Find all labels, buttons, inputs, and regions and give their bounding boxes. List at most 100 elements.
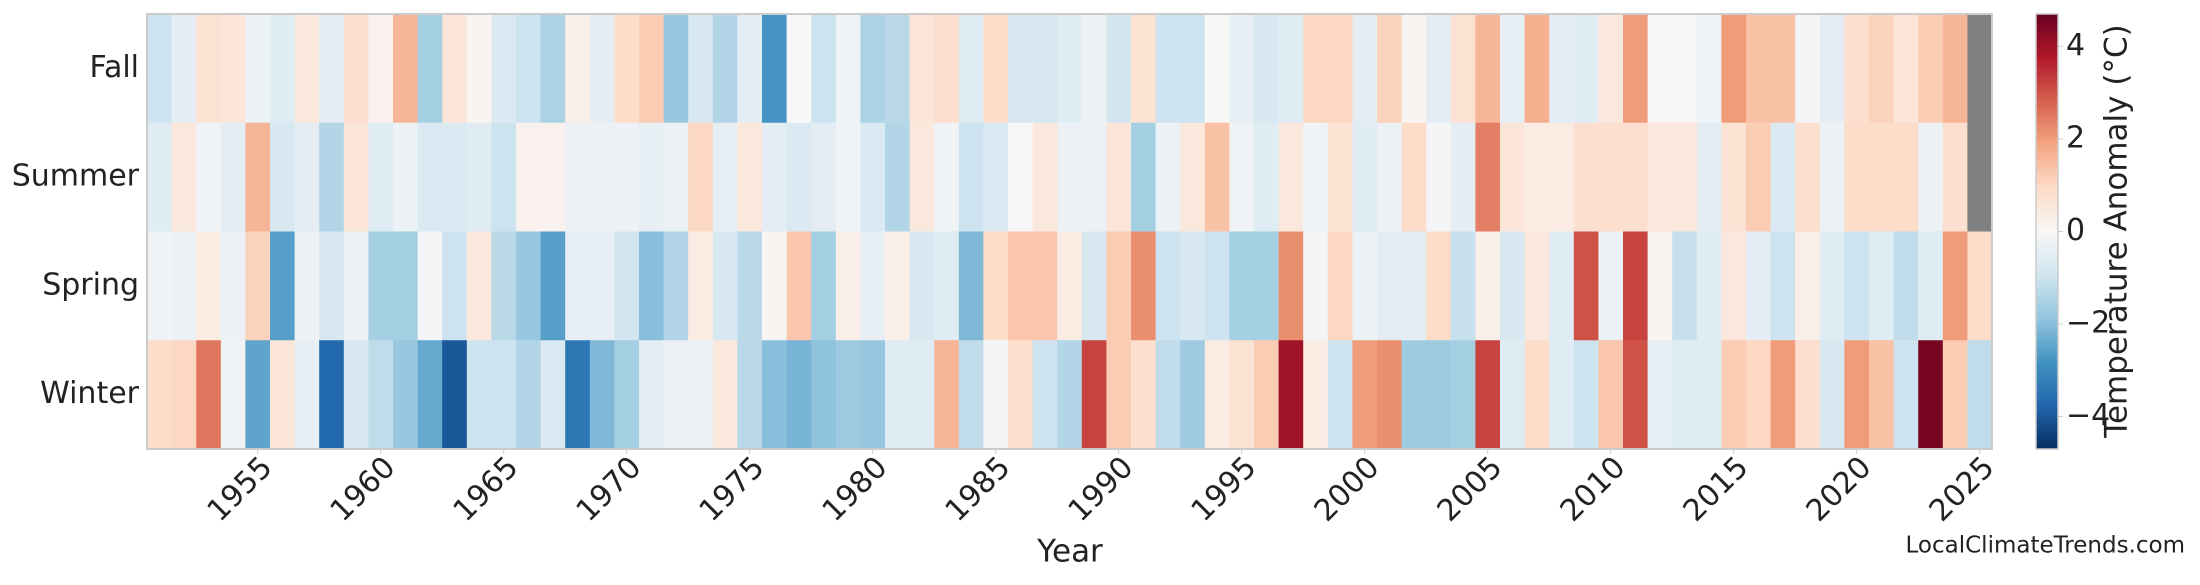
heatmap-cell xyxy=(1352,340,1378,450)
heatmap-cell xyxy=(1254,340,1280,450)
heatmap-cell xyxy=(442,340,468,450)
heatmap-cell xyxy=(1155,14,1181,124)
heatmap-cell xyxy=(1524,340,1550,450)
heatmap-cell xyxy=(1598,14,1624,124)
heatmap-cell xyxy=(762,122,788,233)
plot-frame xyxy=(146,13,1993,450)
heatmap-cell xyxy=(811,122,837,233)
heatmap-cell xyxy=(639,231,665,341)
heatmap-cell xyxy=(319,231,345,341)
heatmap-cell xyxy=(466,122,492,233)
x-tick-label: 2015 xyxy=(1677,450,1756,529)
heatmap-cell xyxy=(1795,122,1821,233)
heatmap-cell xyxy=(516,122,542,233)
heatmap-cell xyxy=(860,231,886,341)
heatmap-cell xyxy=(909,340,935,450)
x-tick-label: 2010 xyxy=(1554,450,1633,529)
heatmap-cell xyxy=(1327,14,1353,124)
heatmap-cell xyxy=(1204,231,1230,341)
heatmap-cell xyxy=(1081,14,1107,124)
heatmap-cell xyxy=(368,122,394,233)
heatmap-cell xyxy=(1426,122,1452,233)
heatmap-cell xyxy=(737,122,763,233)
heatmap-cell xyxy=(294,122,320,233)
heatmap-cell xyxy=(1081,122,1107,233)
heatmap-cell xyxy=(1721,14,1747,124)
heatmap-cell xyxy=(1918,122,1944,233)
heatmap-cell xyxy=(1869,231,1895,341)
heatmap-cell xyxy=(639,14,665,124)
heatmap-cell xyxy=(1254,14,1280,124)
heatmap-cell xyxy=(1598,231,1624,341)
heatmap-cell xyxy=(983,231,1009,341)
heatmap-cell xyxy=(663,122,689,233)
heatmap-cell xyxy=(417,122,443,233)
heatmap-cell xyxy=(1032,14,1058,124)
heatmap-cell xyxy=(1131,231,1157,341)
heatmap-cell xyxy=(786,14,812,124)
heatmap-cell xyxy=(688,231,714,341)
heatmap-cell xyxy=(196,14,222,124)
heatmap-cell xyxy=(835,231,861,341)
heatmap-cell xyxy=(1057,340,1083,450)
colorbar-tick-label: 0 xyxy=(2066,213,2085,248)
heatmap-cell xyxy=(442,122,468,233)
heatmap-cell xyxy=(934,231,960,341)
heatmap-cell xyxy=(1278,14,1304,124)
heatmap-cell xyxy=(885,14,911,124)
heatmap-cell xyxy=(1401,231,1427,341)
colorbar-tick-label: −2 xyxy=(2066,306,2110,341)
heatmap-cell xyxy=(1106,14,1132,124)
heatmap-cell xyxy=(934,14,960,124)
heatmap-cell xyxy=(1106,231,1132,341)
heatmap-cell xyxy=(171,122,197,233)
heatmap-cell xyxy=(1549,231,1575,341)
heatmap-cell xyxy=(245,231,271,341)
x-tick-label: 1970 xyxy=(570,450,649,529)
heatmap-cell xyxy=(1942,14,1968,124)
heatmap-cell xyxy=(762,14,788,124)
heatmap-cell xyxy=(1131,122,1157,233)
heatmap-cell xyxy=(1278,122,1304,233)
heatmap-cell xyxy=(516,14,542,124)
heatmap-cell xyxy=(1524,122,1550,233)
colorbar-tick-label: 4 xyxy=(2066,28,2085,63)
heatmap-cell xyxy=(1008,340,1034,450)
heatmap-cell xyxy=(1819,14,1845,124)
heatmap-cell xyxy=(343,14,369,124)
heatmap-cell xyxy=(835,14,861,124)
heatmap-cell xyxy=(245,340,271,450)
heatmap-cell xyxy=(319,14,345,124)
heatmap-cell xyxy=(270,122,296,233)
heatmap-cell xyxy=(220,14,246,124)
heatmap-cell xyxy=(1377,122,1403,233)
heatmap-cell xyxy=(1918,340,1944,450)
heatmap-cell xyxy=(196,122,222,233)
heatmap-cell xyxy=(1500,340,1526,450)
heatmap-cell xyxy=(1942,231,1968,341)
heatmap-cell xyxy=(1549,14,1575,124)
heatmap-cell xyxy=(1623,14,1649,124)
heatmap-cell xyxy=(1229,231,1255,341)
heatmap-cell xyxy=(1746,340,1772,450)
heatmap-cell xyxy=(1327,122,1353,233)
colorbar xyxy=(2035,13,2059,450)
heatmap-cell xyxy=(589,340,615,450)
heatmap-cell xyxy=(860,340,886,450)
colorbar-label: Temperature Anomaly (°C) xyxy=(2099,24,2135,438)
heatmap-cell xyxy=(466,340,492,450)
heatmap-cell xyxy=(737,14,763,124)
heatmap-cell xyxy=(1401,14,1427,124)
heatmap-cell xyxy=(1081,340,1107,450)
heatmap-cell xyxy=(1204,340,1230,450)
heatmap-cell xyxy=(589,122,615,233)
heatmap-cell xyxy=(196,340,222,450)
heatmap-cell xyxy=(1155,231,1181,341)
heatmap-cell xyxy=(1918,14,1944,124)
heatmap-cell xyxy=(565,340,591,450)
heatmap-cell xyxy=(1204,122,1230,233)
x-tick-label: 1995 xyxy=(1185,450,1264,529)
heatmap-cell xyxy=(1008,122,1034,233)
heatmap-cell xyxy=(1327,340,1353,450)
